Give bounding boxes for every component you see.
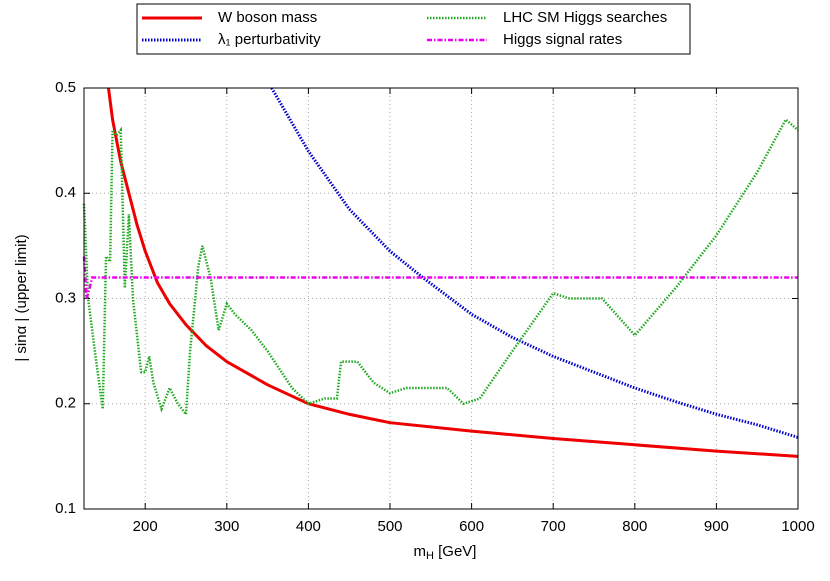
x-label-sub: H [426,550,434,562]
series-line [82,117,799,418]
x-tick-label: 500 [377,518,402,535]
x-tick-label: 1000 [781,518,814,535]
y-tick-label: 0.5 [55,79,76,96]
legend-box [136,3,691,55]
x-tick-label: 200 [133,518,158,535]
series-line [270,87,799,439]
series-line [106,87,799,458]
x-axis-label: mH [GeV] [414,543,477,562]
x-tick-label: 400 [296,518,321,535]
x-tick-label: 700 [541,518,566,535]
legend-label: λ₁ perturbativity [218,31,321,48]
x-label-main: m [414,543,427,560]
legend-label: Higgs signal rates [503,31,622,48]
legend-label: LHC SM Higgs searches [503,9,667,26]
y-tick-label: 0.2 [55,395,76,412]
legend-label: W boson mass [218,9,317,26]
x-label-rest: [GeV] [434,543,477,560]
x-tick-label: 900 [704,518,729,535]
y-tick-label: 0.4 [55,184,76,201]
plot-frame [83,87,799,510]
x-tick-label: 600 [459,518,484,535]
y-tick-label: 0.1 [55,500,76,517]
x-tick-label: 300 [214,518,239,535]
y-tick-label: 0.3 [55,289,76,306]
x-tick-label: 800 [622,518,647,535]
y-axis-label: | sinα | (upper limit) [13,234,30,361]
series-line [82,256,798,299]
